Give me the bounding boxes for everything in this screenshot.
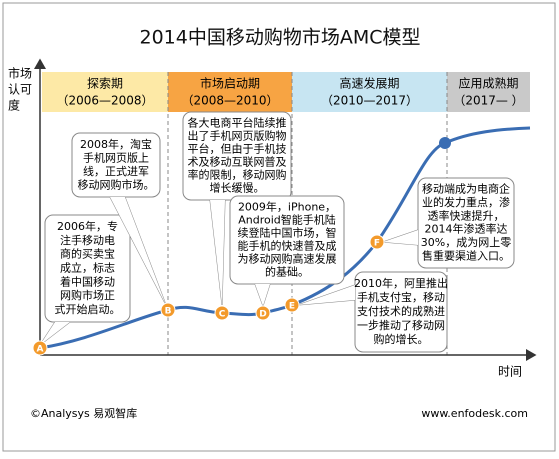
callout-line: 一步推动了移动网 <box>357 318 445 332</box>
stage-point <box>255 305 271 321</box>
stage-point <box>214 305 230 321</box>
callout-box <box>229 195 345 285</box>
callout-box <box>44 214 131 323</box>
callout-line: 成立，标志 <box>60 261 115 275</box>
phase-years: （2008—2010） <box>181 94 278 108</box>
callout-line: 手机网页版上 <box>83 150 149 164</box>
callout-tail-cover <box>110 197 166 305</box>
callout-line: 着中国移动 <box>60 274 115 288</box>
callout-line: 业的发力重点，渗 <box>422 195 510 209</box>
y-axis-label: 认可 <box>8 83 32 97</box>
callout-box <box>354 271 448 353</box>
callout-line: 平台，但由于手机技 <box>188 142 287 156</box>
title: 2014中国移动购物市场AMC模型 <box>139 27 420 49</box>
callout-tail-cover <box>40 322 70 345</box>
callout-line: 透率快速提升， <box>428 208 505 222</box>
stage-point-label: E <box>289 302 295 312</box>
callout-box <box>417 177 515 269</box>
callout-tail-cover <box>210 200 225 305</box>
callout-tail-cover <box>298 285 355 305</box>
callout-line: 率的限制，移动网购 <box>188 168 287 182</box>
callout-line: 售重要渠道入口。 <box>422 248 510 262</box>
phase-name: 应用成熟期 <box>458 76 518 91</box>
footer-left: ©Analysys 易观智库 <box>30 406 137 420</box>
callout-line: 能手机的快速普及成 <box>238 239 337 253</box>
callout-tail-cover <box>383 230 418 245</box>
callout-line: 式开始启动。 <box>55 302 121 316</box>
stage-point <box>160 302 176 318</box>
callout-line: 线，正式进军 <box>83 164 149 178</box>
callout-line: 30%，成为网上零 <box>421 236 511 249</box>
y-axis-label: 市场 <box>8 66 32 81</box>
callout-line: 为移动网购高速发展 <box>238 252 337 266</box>
phase-name: 市场启动期 <box>200 76 260 91</box>
callout-line: 商的买卖宝 <box>60 247 115 261</box>
callout-line: 各大电商平台陆续推 <box>188 116 287 130</box>
callout-line: 术及移动互联网普及 <box>188 155 287 169</box>
stage-point-label: F <box>374 239 380 249</box>
callout-line: 2014年渗透率达 <box>425 222 508 236</box>
stage-point <box>369 234 385 250</box>
stage-point-label: A <box>37 345 44 355</box>
callout-line: 2009年，iPhone， <box>238 200 336 214</box>
callout-line: 移动网购市场。 <box>78 177 155 191</box>
phase-name: 高速发展期 <box>339 76 399 91</box>
callout-line: 2006年，专 <box>57 219 118 233</box>
callout-tail-cover <box>255 284 270 306</box>
stage-point-label: B <box>165 307 172 317</box>
stage-point <box>284 297 300 313</box>
callout-line: 2010年，阿里推出 <box>354 276 448 290</box>
callout-line: 续登陆中国市场，智 <box>238 226 337 240</box>
phase-band <box>447 72 530 112</box>
callout-line: 支付技术的成熟进 <box>357 304 445 318</box>
phase-years: （2006—2008） <box>56 94 153 108</box>
phase-years: （2017— ） <box>453 94 523 108</box>
x-axis-label: 时间 <box>498 365 522 379</box>
phase-band <box>168 72 292 112</box>
stage-point <box>32 340 48 356</box>
phase-band <box>42 72 168 112</box>
callout-line: 增长缓慢。 <box>210 181 265 195</box>
callout-line: 的基础。 <box>265 265 309 279</box>
footer-right: www.enfodesk.com <box>421 407 528 420</box>
curve-point <box>439 137 451 149</box>
phase-band <box>292 72 447 112</box>
callout-line: 购的增长。 <box>374 332 429 346</box>
callout-line: 手机支付宝，移动 <box>357 290 445 304</box>
stage-point-label: C <box>219 310 226 320</box>
callout-line: 出了手机网页版购物 <box>188 129 287 143</box>
phase-name: 探索期 <box>87 77 123 91</box>
phase-years: （2010—2017） <box>321 94 418 108</box>
callout-line: 移动端成为电商企 <box>422 182 510 196</box>
callout-line: Android智能手机陆 <box>238 213 336 227</box>
y-axis-label: 度 <box>8 98 20 113</box>
callout-line: 网购市场正 <box>60 288 115 302</box>
stage-point-label: D <box>259 310 266 320</box>
callout-line: 2008年，淘宝 <box>80 137 152 151</box>
callout-line: 注手移动电 <box>60 233 115 247</box>
